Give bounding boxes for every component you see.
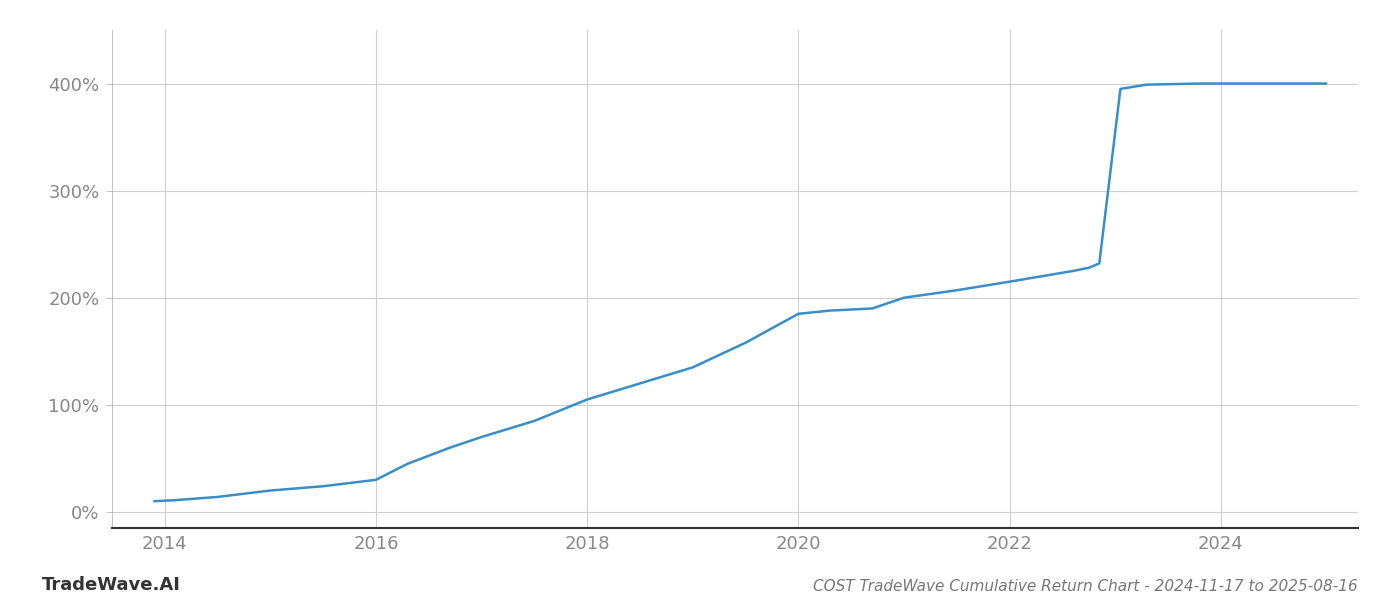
Text: COST TradeWave Cumulative Return Chart - 2024-11-17 to 2025-08-16: COST TradeWave Cumulative Return Chart -… — [813, 579, 1358, 594]
Text: TradeWave.AI: TradeWave.AI — [42, 576, 181, 594]
